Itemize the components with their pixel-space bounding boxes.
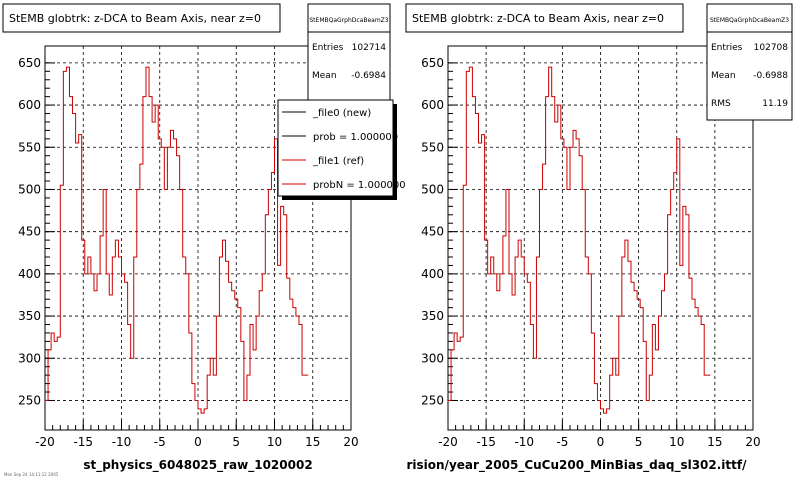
stats-row-label: RMS: [711, 99, 731, 109]
x-tick-label: 5: [232, 435, 240, 449]
y-tick-label: 500: [18, 182, 41, 196]
y-tick-label: 400: [18, 267, 41, 281]
y-tick-label: 250: [421, 393, 444, 407]
y-tick-label: 400: [421, 267, 444, 281]
x-tick-label: 20: [745, 435, 760, 449]
stats-row-value: 11.19: [762, 99, 788, 109]
x-tick-label: -15: [73, 435, 93, 449]
x-tick-label: -15: [476, 435, 496, 449]
x-tick-label: 10: [267, 435, 282, 449]
histogram-series-line: [45, 66, 309, 414]
y-tick-label: 500: [421, 182, 444, 196]
chart-title: StEMB globtrk: z-DCA to Beam Axis, near …: [412, 12, 664, 25]
legend-entry-label: probN = 1.000000: [313, 180, 406, 191]
y-tick-label: 300: [421, 351, 444, 365]
stats-row-label: Mean: [312, 71, 337, 81]
stats-row-value: 102708: [754, 43, 789, 53]
x-tick-label: 0: [194, 435, 202, 449]
x-tick-label: -20: [438, 435, 458, 449]
stats-row-value: -0.6984: [351, 71, 386, 81]
y-tick-label: 550: [421, 140, 444, 154]
x-tick-label: -10: [514, 435, 534, 449]
y-tick-label: 550: [18, 140, 41, 154]
legend-entry-label: prob = 1.000000: [313, 132, 398, 143]
histogram-panel-2: -20 -15 -10 -5 0 5 10 15 20 250 300 350 400 450 500 550…: [405, 3, 793, 473]
y-tick-label: 600: [421, 98, 444, 112]
legend-entry-label: _file1 (ref): [312, 156, 364, 167]
x-tick-label: -5: [556, 435, 568, 449]
stats-row-label: Mean: [711, 71, 736, 81]
x-tick-label: 15: [305, 435, 320, 449]
y-tick-label: 650: [18, 56, 41, 70]
chart-title: StEMB globtrk: z-DCA to Beam Axis, near …: [9, 12, 261, 25]
histogram-panel-1: -20 -15 -10 -5 0 5 10 15 20 250 300 350 400 450 500 550…: [2, 3, 406, 473]
legend-box: [277, 99, 394, 197]
stats-box-name: StEMBQaGrphDcaBeamZ3: [309, 17, 388, 24]
stats-box: [706, 3, 793, 121]
y-tick-label: 650: [421, 56, 444, 70]
x-tick-label: 15: [707, 435, 722, 449]
x-axis-label: rision/year_2005_CuCu200_MinBias_daq_sl3…: [406, 458, 747, 473]
x-axis-label: st_physics_6048025_raw_1020002: [83, 458, 312, 473]
y-tick-label: 600: [18, 98, 41, 112]
x-tick-label: -5: [154, 435, 166, 449]
stats-row-value: 102714: [352, 43, 387, 53]
stats-box-name: StEMBQaGrphDcaBeamZ3: [710, 17, 789, 24]
x-tick-label: 20: [343, 435, 358, 449]
x-tick-label: -20: [35, 435, 55, 449]
footer-timestamp: Mon Sep 24 14:11:12 2005: [4, 472, 59, 477]
title-box: [405, 3, 684, 33]
x-tick-label: 10: [669, 435, 684, 449]
y-tick-label: 350: [421, 309, 444, 323]
x-tick-label: -10: [112, 435, 132, 449]
histogram-series-line: [448, 66, 711, 414]
legend-entry-label: _file0 (new): [312, 108, 371, 119]
stats-row-label: Entries: [711, 43, 743, 53]
x-tick-label: 5: [635, 435, 643, 449]
y-tick-label: 450: [18, 225, 41, 239]
stats-row-label: Entries: [312, 43, 344, 53]
y-tick-label: 300: [18, 351, 41, 365]
legend: _file0 (new) prob = 1.000000 _file1 (ref) p…: [277, 99, 406, 200]
title-box: [2, 3, 281, 33]
y-tick-label: 450: [421, 225, 444, 239]
y-tick-label: 250: [18, 393, 41, 407]
y-tick-label: 350: [18, 309, 41, 323]
stats-row-value: -0.6988: [753, 71, 788, 81]
x-tick-label: 0: [597, 435, 605, 449]
